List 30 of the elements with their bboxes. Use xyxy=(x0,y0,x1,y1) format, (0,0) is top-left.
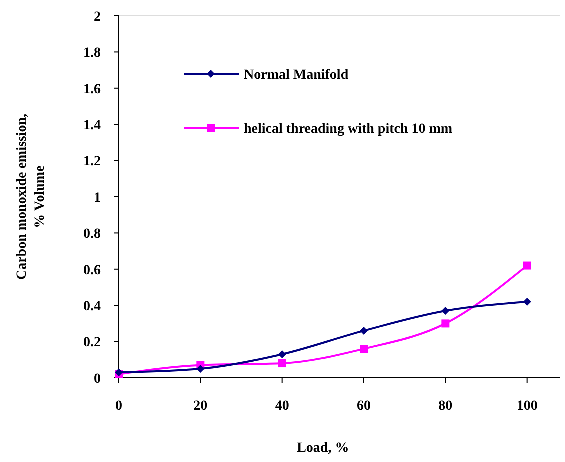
y-axis-title: Carbon monoxide emission, % Volume xyxy=(15,114,48,280)
legend-label: Normal Manifold xyxy=(244,68,349,83)
y-tick-label: 1.6 xyxy=(84,82,101,98)
x-tick-label: 20 xyxy=(194,399,208,414)
y-tick-label: 0.6 xyxy=(84,263,101,278)
y-tick-label: 0 xyxy=(94,372,101,387)
y-tick-label: 0.2 xyxy=(84,336,101,351)
point xyxy=(360,326,368,335)
point xyxy=(278,360,286,368)
y-tick-label: 0.4 xyxy=(84,300,101,314)
x-tick-label: 60 xyxy=(357,399,371,414)
point xyxy=(196,364,205,373)
x-tick-label: 0 xyxy=(116,399,122,414)
x-tick-label: 80 xyxy=(438,399,453,414)
point xyxy=(442,307,450,316)
point xyxy=(523,262,532,270)
y-tick-label: 2 xyxy=(94,10,101,25)
x-tick-label: 100 xyxy=(516,399,538,414)
x-tick-label: 40 xyxy=(275,399,290,414)
point xyxy=(360,345,368,354)
y-tick-label: 1.4 xyxy=(84,118,101,134)
point xyxy=(523,298,532,306)
legend-label: helical threading with pitch 10 mm xyxy=(244,122,453,137)
x-axis-title: Load, % xyxy=(297,441,350,456)
y-tick-label: 1.8 xyxy=(84,46,101,62)
point xyxy=(442,320,450,328)
y-tick-label: 1 xyxy=(94,190,101,206)
y-tick-label: 0.8 xyxy=(84,227,101,242)
y-tick-label: 1.2 xyxy=(84,154,101,170)
point xyxy=(278,350,286,358)
